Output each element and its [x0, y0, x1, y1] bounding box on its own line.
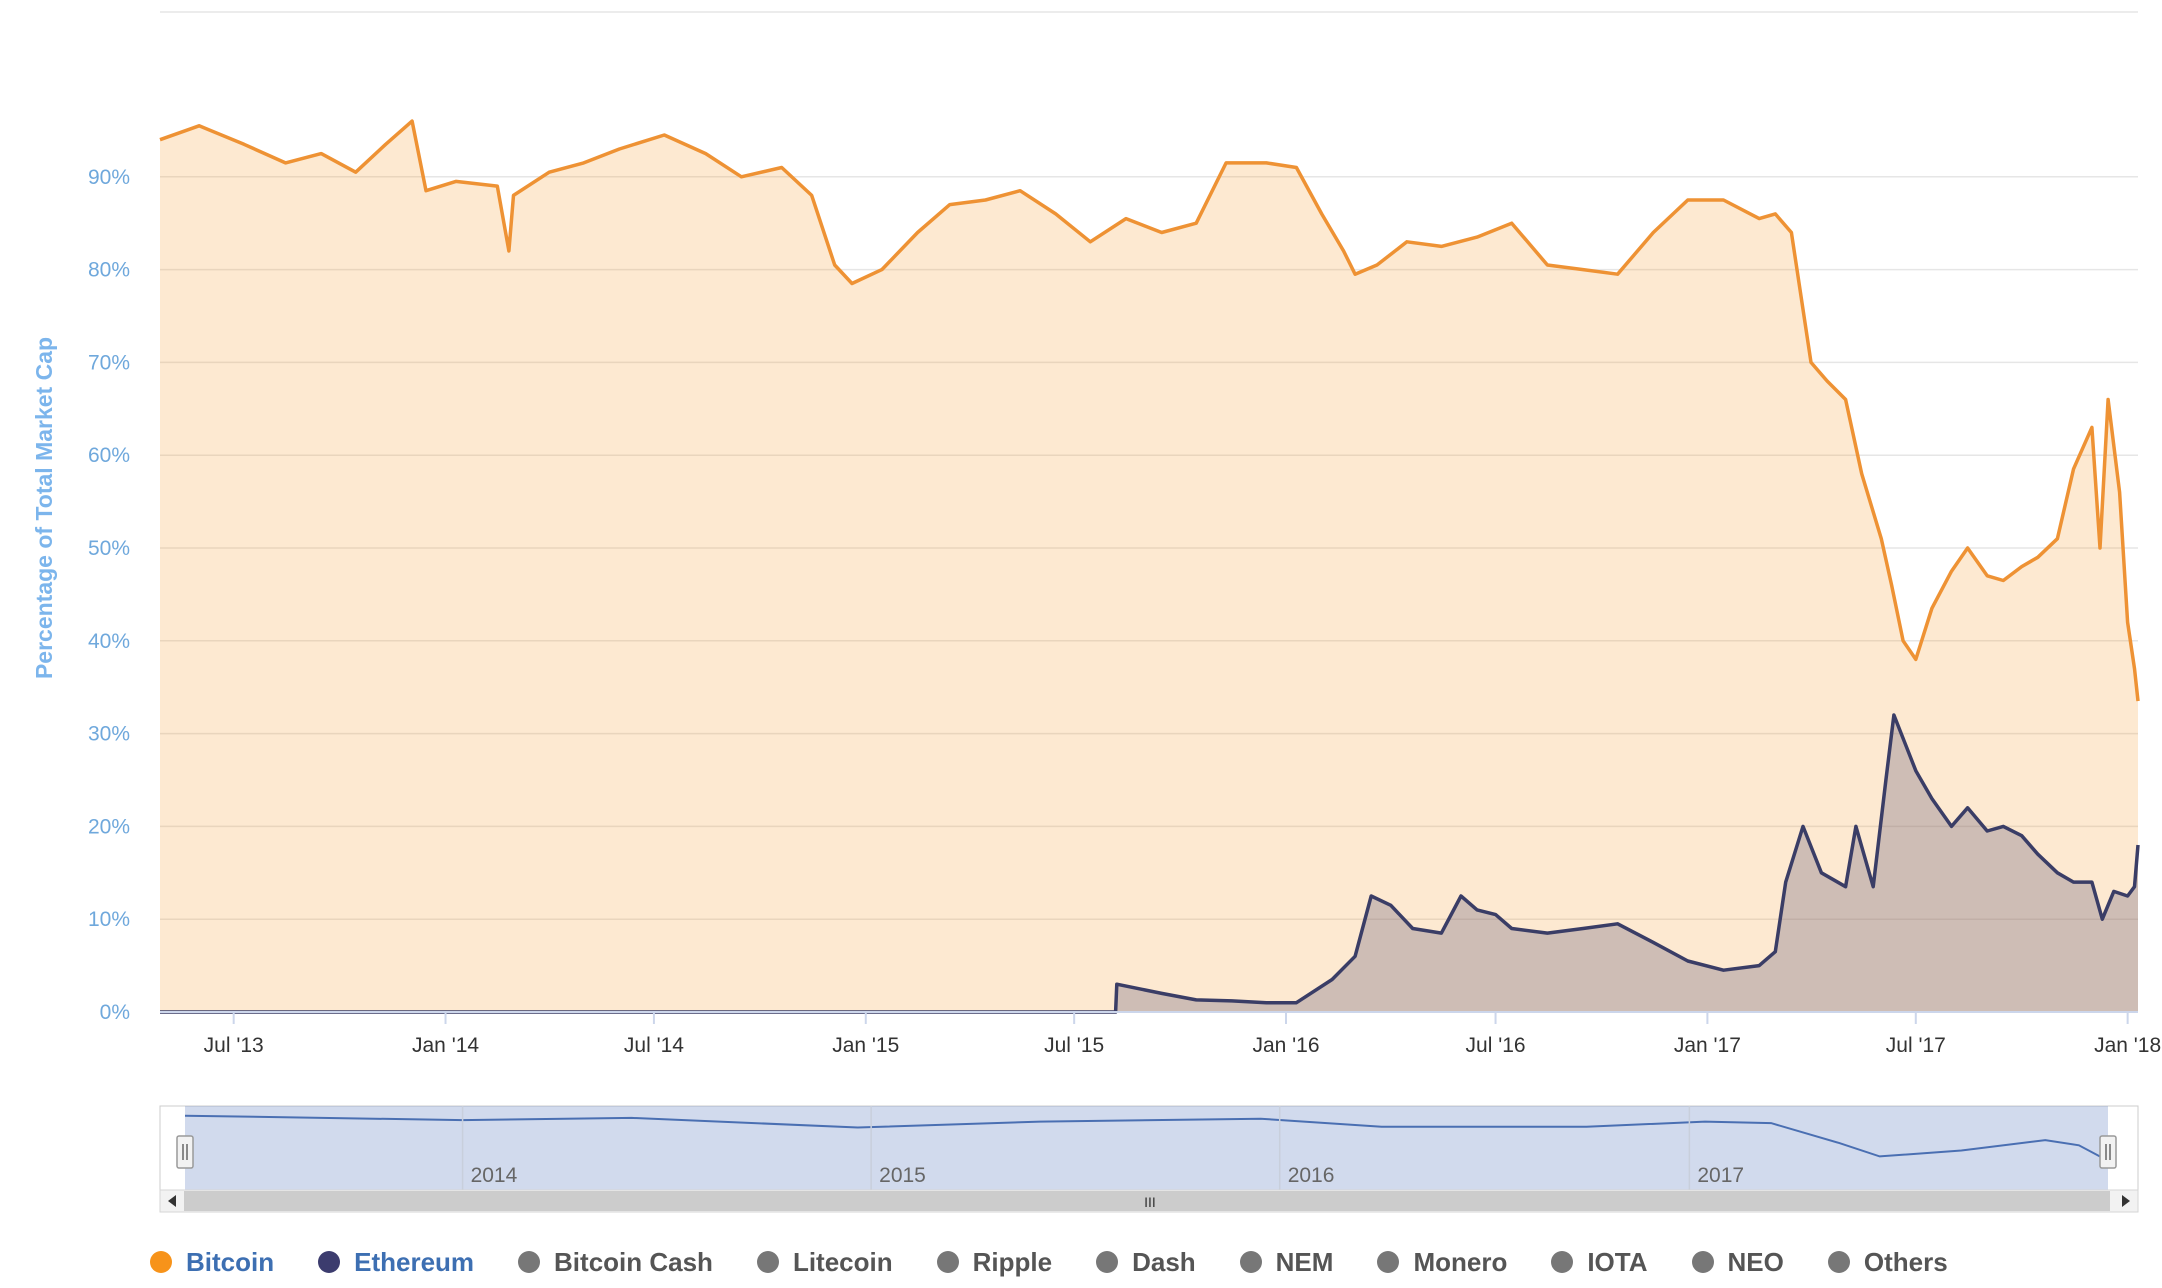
legend: Bitcoin Ethereum Bitcoin Cash Litecoin Rippl… — [150, 1238, 1992, 1286]
bitcoin-area — [160, 121, 2138, 1013]
navigator-handle-left[interactable] — [176, 1135, 194, 1169]
market-cap-chart: 0% 10% 20% 30% 40% 50% 60% 70% 80% 90% Percentage… — [31, 11, 2161, 1213]
x-tick-label: Jul '15 — [1044, 1034, 1104, 1057]
y-tick-label: 40% — [88, 630, 130, 653]
series-layer — [159, 119, 2140, 1014]
y-tick-label: 50% — [88, 537, 130, 560]
legend-item-dash[interactable]: Dash — [1096, 1247, 1196, 1278]
scroll-left-arrow-icon[interactable] — [168, 1195, 176, 1207]
x-tick-label: Jan '17 — [1674, 1034, 1741, 1057]
x-tick-label: Jan '18 — [2094, 1034, 2161, 1057]
legend-item-neo[interactable]: NEO — [1691, 1246, 1784, 1278]
legend-label: Dash — [1132, 1246, 1196, 1277]
legend-label: NEM — [1275, 1246, 1334, 1277]
navigator-year-label: 2014 — [471, 1164, 518, 1187]
x-tick-label: Jul '16 — [1466, 1034, 1526, 1057]
legend-item-iota[interactable]: IOTA — [1551, 1246, 1648, 1278]
y-tick-label: 80% — [88, 259, 130, 282]
legend-marker-icon — [318, 1251, 341, 1273]
x-tick-label: Jul '17 — [1886, 1034, 1946, 1057]
legend-item-ripple[interactable]: Ripple — [936, 1246, 1053, 1278]
bitcoin-line — [159, 119, 2140, 702]
legend-marker-icon — [150, 1251, 172, 1273]
ethereum-line — [160, 713, 2140, 1014]
legend-marker-icon — [1096, 1251, 1119, 1273]
legend-label: Ethereum — [354, 1246, 475, 1277]
y-tick-label: 20% — [88, 815, 130, 838]
legend-marker-icon — [1239, 1251, 1262, 1273]
grid-lines — [160, 11, 2138, 920]
legend-marker-icon — [1551, 1251, 1574, 1273]
legend-marker-icon — [936, 1251, 959, 1273]
legend-item-ethereum[interactable]: Ethereum — [318, 1247, 474, 1278]
navigator-year-label: 2017 — [1697, 1164, 1744, 1187]
legend-label: Monero — [1413, 1246, 1508, 1277]
y-tick-label: 90% — [88, 166, 130, 189]
legend-label: IOTA — [1587, 1246, 1648, 1277]
legend-item-bitcoin-cash[interactable]: Bitcoin Cash — [518, 1247, 713, 1278]
scrollbar-grip: III — [1144, 1194, 1156, 1210]
legend-item-nem[interactable]: NEM — [1239, 1246, 1334, 1278]
x-tick-label: Jan '15 — [832, 1034, 899, 1057]
legend-label: NEO — [1727, 1246, 1784, 1277]
y-tick-label: 0% — [100, 1001, 130, 1024]
legend-label: Bitcoin Cash — [554, 1246, 713, 1277]
legend-item-litecoin[interactable]: Litecoin — [756, 1246, 893, 1278]
y-tick-label: 70% — [88, 351, 130, 374]
x-tick-label: Jul '14 — [624, 1034, 684, 1057]
x-tick-label: Jan '16 — [1252, 1034, 1319, 1057]
navigator-handle-right[interactable] — [2099, 1135, 2117, 1169]
y-axis: 0% 10% 20% 30% 40% 50% 60% 70% 80% 90% — [88, 166, 130, 1024]
scrollbar-thumb[interactable] — [184, 1191, 2110, 1211]
legend-marker-icon — [518, 1251, 541, 1273]
legend-marker-icon — [1827, 1251, 1850, 1273]
legend-label: Ripple — [972, 1246, 1053, 1277]
x-tick-label: Jan '14 — [412, 1034, 479, 1057]
legend-label: Litecoin — [792, 1246, 893, 1277]
x-axis: Jul '13 Jan '14 Jul '14 Jan '15 Jul '15 Jan '… — [204, 1012, 2161, 1057]
navigator[interactable]: 2014 2015 2016 2017 III — [159, 1105, 2139, 1213]
x-tick-label: Jul '13 — [204, 1034, 264, 1057]
legend-item-bitcoin[interactable]: Bitcoin — [150, 1247, 274, 1278]
legend-item-monero[interactable]: Monero — [1377, 1247, 1507, 1278]
y-axis-title: Percentage of Total Market Cap — [31, 337, 57, 679]
legend-marker-icon — [756, 1251, 779, 1273]
legend-label: Bitcoin — [186, 1246, 275, 1277]
legend-marker-icon — [1691, 1251, 1714, 1273]
scroll-right-arrow-icon[interactable] — [2122, 1195, 2130, 1207]
legend-marker-icon — [1377, 1251, 1400, 1273]
navigator-series-line — [184, 1114, 2109, 1162]
navigator-year-label: 2016 — [1288, 1164, 1335, 1187]
navigator-year-label: 2015 — [879, 1164, 926, 1187]
y-tick-label: 30% — [88, 723, 130, 746]
legend-item-others[interactable]: Others — [1827, 1246, 1948, 1278]
legend-label: Others — [1863, 1246, 1948, 1277]
y-tick-label: 60% — [88, 444, 130, 467]
y-tick-label: 10% — [88, 908, 130, 931]
